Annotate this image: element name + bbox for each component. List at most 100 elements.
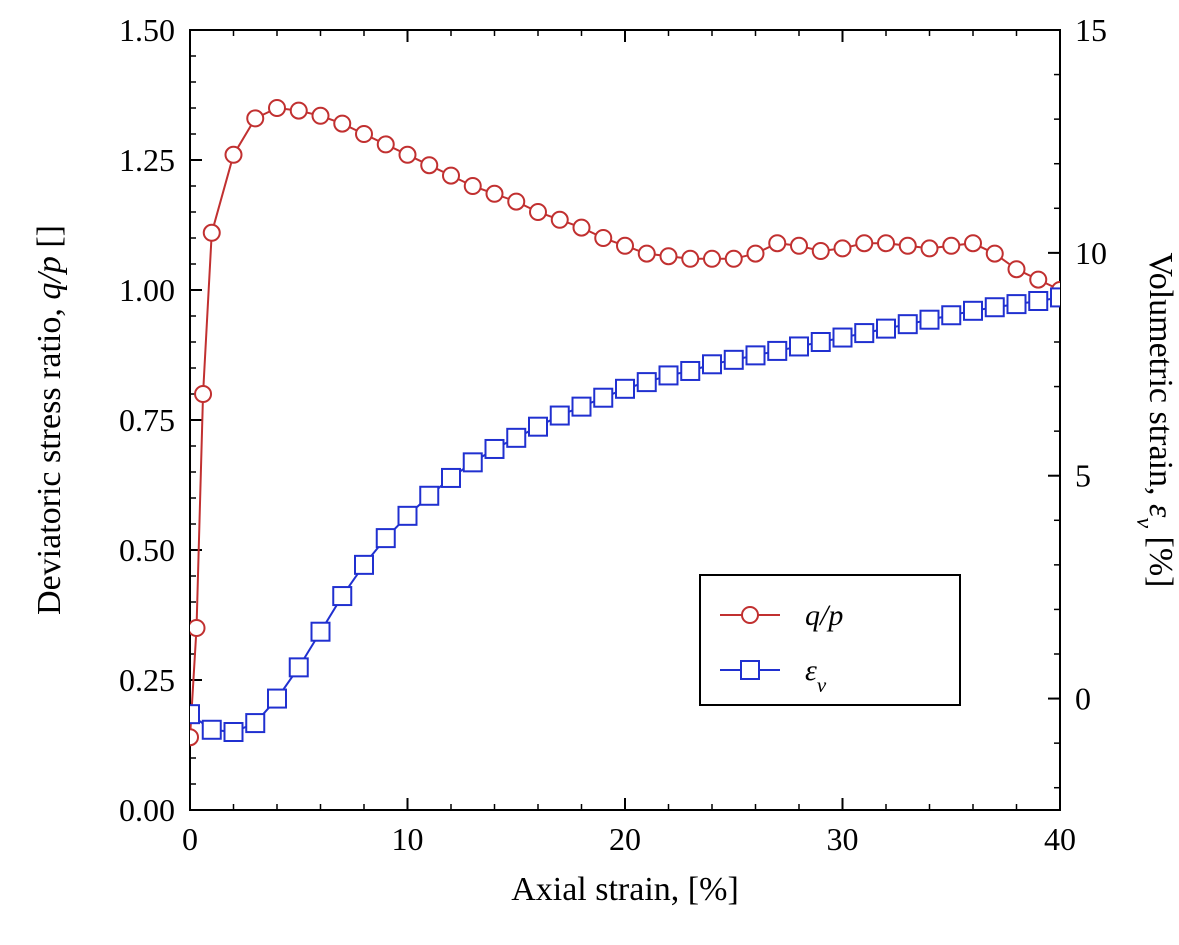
chart-container: 010203040Axial strain, [%]0.000.250.500.…: [0, 0, 1179, 945]
marker-ev: [834, 329, 852, 347]
legend-marker-ev: [741, 661, 759, 679]
marker-ev: [681, 362, 699, 380]
marker-ev: [790, 337, 808, 355]
marker-ev: [855, 324, 873, 342]
yr-tick-label: 5: [1075, 458, 1091, 494]
marker-ev: [573, 398, 591, 416]
marker-qp: [748, 246, 764, 262]
marker-qp: [791, 238, 807, 254]
marker-ev: [442, 469, 460, 487]
marker-qp: [856, 235, 872, 251]
x-tick-label: 10: [392, 821, 424, 857]
marker-qp: [639, 246, 655, 262]
yr-tick-label: 10: [1075, 235, 1107, 271]
marker-ev: [747, 346, 765, 364]
marker-ev: [551, 407, 569, 425]
marker-qp: [269, 100, 285, 116]
marker-qp: [487, 186, 503, 202]
marker-qp: [204, 225, 220, 241]
marker-qp: [508, 194, 524, 210]
legend: q/pεv: [700, 575, 960, 705]
marker-qp: [769, 235, 785, 251]
yr-tick-label: 15: [1075, 12, 1107, 48]
marker-ev: [942, 306, 960, 324]
marker-ev: [877, 320, 895, 338]
x-tick-label: 0: [182, 821, 198, 857]
marker-ev: [246, 714, 264, 732]
marker-qp: [965, 235, 981, 251]
dual-axis-chart: 010203040Axial strain, [%]0.000.250.500.…: [0, 0, 1179, 945]
marker-ev: [486, 440, 504, 458]
marker-ev: [725, 351, 743, 369]
marker-ev: [290, 658, 308, 676]
marker-ev: [203, 721, 221, 739]
marker-qp: [943, 238, 959, 254]
legend-marker-qp: [742, 607, 758, 623]
marker-qp: [878, 235, 894, 251]
marker-qp: [378, 136, 394, 152]
yl-tick-label: 1.25: [119, 142, 175, 178]
yl-tick-label: 0.50: [119, 532, 175, 568]
marker-ev: [529, 418, 547, 436]
chart-bg: [0, 0, 1179, 945]
marker-ev: [964, 302, 982, 320]
marker-ev: [899, 315, 917, 333]
marker-qp: [1009, 261, 1025, 277]
marker-ev: [377, 529, 395, 547]
marker-qp: [726, 251, 742, 267]
yl-tick-label: 0.25: [119, 662, 175, 698]
y-left-axis-label: Deviatoric stress ratio, q/p []: [31, 225, 68, 615]
marker-qp: [682, 251, 698, 267]
marker-qp: [900, 238, 916, 254]
marker-qp: [189, 620, 205, 636]
marker-ev: [703, 355, 721, 373]
marker-ev: [638, 373, 656, 391]
marker-qp: [661, 248, 677, 264]
marker-ev: [333, 587, 351, 605]
marker-qp: [813, 243, 829, 259]
marker-ev: [268, 690, 286, 708]
marker-ev: [616, 380, 634, 398]
marker-qp: [595, 230, 611, 246]
marker-ev: [594, 389, 612, 407]
x-tick-label: 20: [609, 821, 641, 857]
marker-ev: [355, 556, 373, 574]
marker-ev: [1029, 292, 1047, 310]
marker-qp: [465, 178, 481, 194]
x-tick-label: 30: [827, 821, 859, 857]
yr-tick-label: 0: [1075, 681, 1091, 717]
yl-tick-label: 1.00: [119, 272, 175, 308]
marker-ev: [812, 333, 830, 351]
marker-qp: [356, 126, 372, 142]
marker-qp: [291, 103, 307, 119]
marker-qp: [987, 246, 1003, 262]
marker-ev: [464, 453, 482, 471]
marker-qp: [247, 110, 263, 126]
marker-qp: [400, 147, 416, 163]
marker-ev: [420, 487, 438, 505]
marker-qp: [195, 386, 211, 402]
marker-ev: [1008, 295, 1026, 313]
marker-qp: [552, 212, 568, 228]
marker-qp: [1030, 272, 1046, 288]
legend-label-qp: q/p: [805, 599, 843, 632]
marker-ev: [225, 723, 243, 741]
x-tick-label: 40: [1044, 821, 1076, 857]
marker-ev: [312, 623, 330, 641]
marker-qp: [574, 220, 590, 236]
legend-box: [700, 575, 960, 705]
marker-qp: [334, 116, 350, 132]
marker-ev: [768, 342, 786, 360]
marker-ev: [986, 298, 1004, 316]
marker-ev: [660, 366, 678, 384]
x-axis-label: Axial strain, [%]: [511, 871, 739, 908]
marker-qp: [226, 147, 242, 163]
yl-tick-label: 0.00: [119, 792, 175, 828]
marker-qp: [313, 108, 329, 124]
marker-qp: [922, 240, 938, 256]
marker-ev: [921, 311, 939, 329]
marker-qp: [530, 204, 546, 220]
marker-qp: [704, 251, 720, 267]
marker-qp: [617, 238, 633, 254]
marker-qp: [443, 168, 459, 184]
